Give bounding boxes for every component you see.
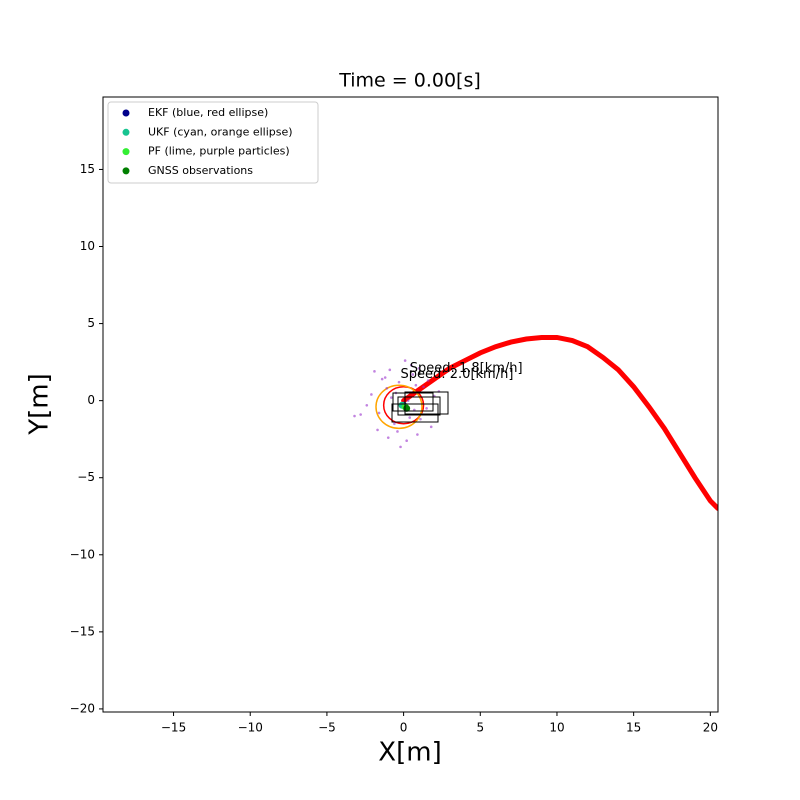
y-tick-label: 15 xyxy=(80,162,95,176)
vehicle-box xyxy=(404,391,449,415)
x-tick-label: 5 xyxy=(476,721,484,735)
particle xyxy=(377,411,381,415)
particle xyxy=(399,445,402,449)
particle xyxy=(365,403,369,407)
particle xyxy=(396,430,399,433)
x-tick-label: 15 xyxy=(626,721,641,735)
particle xyxy=(397,380,401,384)
particle xyxy=(426,379,430,382)
particle xyxy=(383,376,387,379)
covariance-ellipse xyxy=(382,386,425,425)
x-tick-label: −10 xyxy=(238,721,263,735)
particle xyxy=(376,428,379,432)
x-tick-label: −5 xyxy=(318,721,336,735)
chart-title: Time = 0.00[s] xyxy=(338,70,481,92)
particle xyxy=(370,393,373,396)
particle xyxy=(390,396,393,399)
legend-label: UKF (cyan, orange ellipse) xyxy=(148,125,293,138)
x-tick-label: −15 xyxy=(161,721,186,735)
legend-marker xyxy=(122,167,130,175)
legend-label: EKF (blue, red ellipse) xyxy=(148,106,268,119)
legend-label: PF (lime, purple particles) xyxy=(148,145,290,158)
particle xyxy=(409,363,413,367)
particle xyxy=(414,383,418,387)
particle xyxy=(429,425,433,429)
legend-marker xyxy=(122,109,130,117)
vehicle-box xyxy=(391,403,439,423)
covariance-ellipse xyxy=(375,384,423,430)
particle xyxy=(385,387,389,390)
particle xyxy=(417,366,421,370)
particle xyxy=(422,385,425,389)
y-tick-label: 10 xyxy=(80,239,95,253)
x-tick-label: 20 xyxy=(703,721,718,735)
y-tick-label: −15 xyxy=(70,624,95,638)
vehicle-box xyxy=(392,392,434,412)
particle xyxy=(353,414,356,418)
legend-box xyxy=(107,101,319,184)
legend-label: GNSS observations xyxy=(148,164,253,177)
particle xyxy=(406,399,410,402)
plot-area: Speed: 1.8[km/h]Speed: 2.0[km/h] xyxy=(353,334,718,512)
y-tick-label: −5 xyxy=(77,470,95,484)
trajectory xyxy=(401,334,718,512)
y-tick-label: 0 xyxy=(87,393,95,407)
legend-marker xyxy=(122,148,130,156)
y-tick-label: −10 xyxy=(70,547,95,561)
vehicle-outlines xyxy=(391,391,449,423)
particle xyxy=(386,436,390,439)
annotation: Speed: 2.0[km/h] xyxy=(401,367,514,382)
particle xyxy=(373,370,376,373)
particle xyxy=(403,359,407,362)
vehicle-box xyxy=(397,396,441,416)
particle xyxy=(411,373,415,376)
particle xyxy=(359,413,362,416)
particle xyxy=(416,433,419,436)
particle xyxy=(419,417,422,421)
y-axis-label: Y[m] xyxy=(25,373,55,436)
y-tick-label: −20 xyxy=(70,701,95,715)
particle xyxy=(393,422,396,426)
particle xyxy=(405,439,408,443)
particle xyxy=(408,416,412,419)
x-tick-label: 0 xyxy=(400,721,408,735)
particle xyxy=(388,368,392,372)
legend-marker xyxy=(122,128,130,136)
x-axis-label: X[m] xyxy=(378,738,441,768)
particle xyxy=(380,377,384,381)
plot-frame xyxy=(102,96,719,713)
annotation: Speed: 1.8[km/h] xyxy=(410,361,523,376)
particle xyxy=(425,407,428,410)
y-tick-label: 5 xyxy=(87,316,95,330)
x-tick-label: 10 xyxy=(549,721,564,735)
